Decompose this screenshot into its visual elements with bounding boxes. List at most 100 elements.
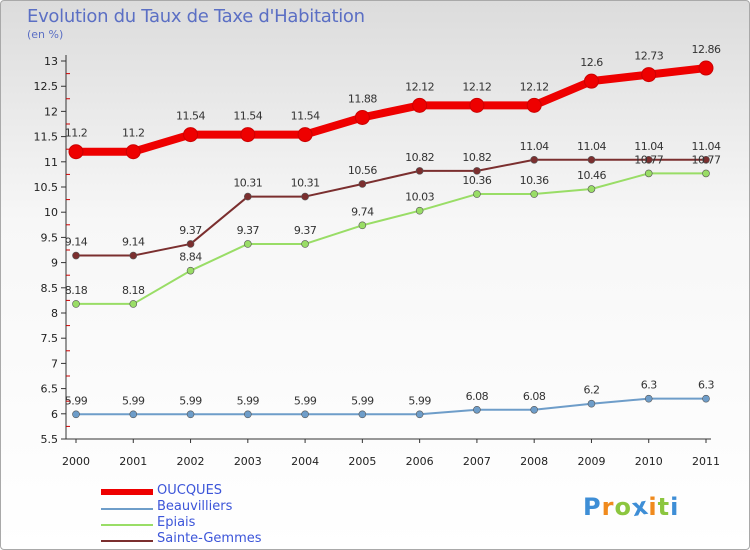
data-label: 5.99 — [122, 394, 145, 407]
x-tick-label: 2011 — [692, 455, 720, 468]
data-point — [72, 251, 80, 260]
data-point — [415, 410, 424, 419]
y-tick-label: 9 — [51, 257, 58, 270]
data-point — [183, 127, 199, 143]
data-label: 10.31 — [233, 177, 262, 190]
data-label: 12.86 — [692, 43, 721, 56]
data-label: 11.04 — [520, 140, 549, 153]
y-tick-label: 13 — [44, 55, 58, 68]
data-label: 11.54 — [233, 110, 262, 123]
y-tick-label: 6.5 — [41, 383, 59, 396]
data-label: 11.54 — [291, 110, 320, 123]
data-point — [641, 67, 657, 83]
data-label: 5.99 — [65, 394, 88, 407]
data-point — [583, 73, 599, 89]
data-point — [301, 410, 309, 419]
data-point — [244, 410, 252, 419]
data-point — [301, 240, 309, 248]
data-label: 9.37 — [294, 224, 317, 237]
data-point — [129, 251, 138, 260]
data-label: 10.77 — [692, 153, 721, 166]
data-label: 5.99 — [179, 394, 202, 407]
chart-subtitle: (en %) — [27, 28, 64, 41]
legend-label-sainte-gemmes: Sainte-Gemmes — [157, 531, 262, 546]
data-label: 11.88 — [348, 92, 377, 105]
data-point — [473, 167, 481, 175]
data-label: 10.36 — [462, 174, 491, 187]
data-label: 11.2 — [65, 127, 88, 140]
data-label: 11.2 — [122, 127, 145, 140]
data-label: 9.14 — [65, 236, 88, 249]
data-point — [297, 127, 313, 143]
data-label: 10.03 — [405, 191, 434, 204]
series-line-beauvilliers — [76, 397, 706, 416]
data-point — [358, 180, 367, 188]
data-label: 5.99 — [351, 394, 374, 407]
y-tick-label: 6 — [51, 408, 58, 421]
x-tick-label: 2007 — [463, 455, 491, 468]
data-label: 10.82 — [462, 151, 491, 164]
data-label: 9.37 — [179, 224, 202, 237]
data-point — [186, 240, 195, 248]
data-label: 12.12 — [520, 80, 549, 93]
data-point — [415, 206, 424, 215]
data-point — [186, 266, 195, 275]
data-label: 6.2 — [583, 384, 599, 397]
data-label: 12.73 — [634, 50, 663, 63]
legend-swatch-oucques — [101, 489, 153, 495]
data-label: 9.74 — [351, 205, 374, 218]
x-tick-label: 2010 — [635, 455, 663, 468]
y-tick-label: 10 — [44, 206, 58, 219]
data-label: 8.18 — [122, 284, 145, 297]
data-label: 5.99 — [294, 394, 317, 407]
data-label: 10.31 — [291, 177, 320, 190]
data-label: 10.56 — [348, 164, 377, 177]
data-point — [587, 185, 596, 193]
series-line-sainte-gemmes — [76, 158, 706, 257]
data-point — [186, 410, 195, 419]
x-tick-label: 2005 — [348, 455, 376, 468]
data-label: 10.82 — [405, 151, 434, 164]
data-point — [244, 192, 252, 201]
x-tick-label: 2002 — [177, 455, 205, 468]
data-point — [68, 144, 84, 160]
data-point — [698, 60, 714, 76]
x-tick-label: 2006 — [406, 455, 434, 468]
x-tick-label: 2008 — [520, 455, 548, 468]
data-point — [358, 410, 367, 419]
data-label: 6.3 — [641, 379, 657, 392]
data-point — [644, 155, 653, 164]
data-point — [129, 300, 138, 308]
data-point — [473, 190, 481, 198]
data-point — [644, 169, 653, 178]
data-point — [72, 300, 80, 308]
legend-label-epiais: Epiais — [157, 515, 196, 530]
x-tick-label: 2009 — [577, 455, 605, 468]
legend-swatch-sainte-gemmes — [101, 540, 153, 542]
data-label: 11.54 — [176, 110, 205, 123]
y-tick-label: 7.5 — [41, 332, 59, 345]
data-point — [358, 221, 367, 230]
data-point — [587, 399, 596, 408]
y-tick-label: 5.5 — [41, 433, 59, 446]
y-tick-label: 7 — [51, 357, 58, 370]
data-point — [301, 192, 309, 201]
legend-swatch-beauvilliers — [101, 508, 153, 510]
data-label: 11.04 — [577, 140, 606, 153]
data-point — [473, 405, 481, 414]
data-point — [526, 97, 542, 113]
y-tick-label: 11 — [44, 156, 58, 169]
data-label: 6.08 — [466, 390, 489, 403]
data-point — [412, 97, 428, 113]
x-tick-label: 2000 — [62, 455, 90, 468]
y-tick-label: 9.5 — [41, 231, 59, 244]
data-point — [129, 410, 138, 419]
x-tick-label: 2001 — [119, 455, 147, 468]
y-tick-label: 12 — [44, 105, 58, 118]
data-point — [72, 410, 80, 419]
y-tick-label: 8.5 — [41, 282, 59, 295]
data-point — [240, 127, 256, 143]
data-label: 8.18 — [65, 284, 88, 297]
